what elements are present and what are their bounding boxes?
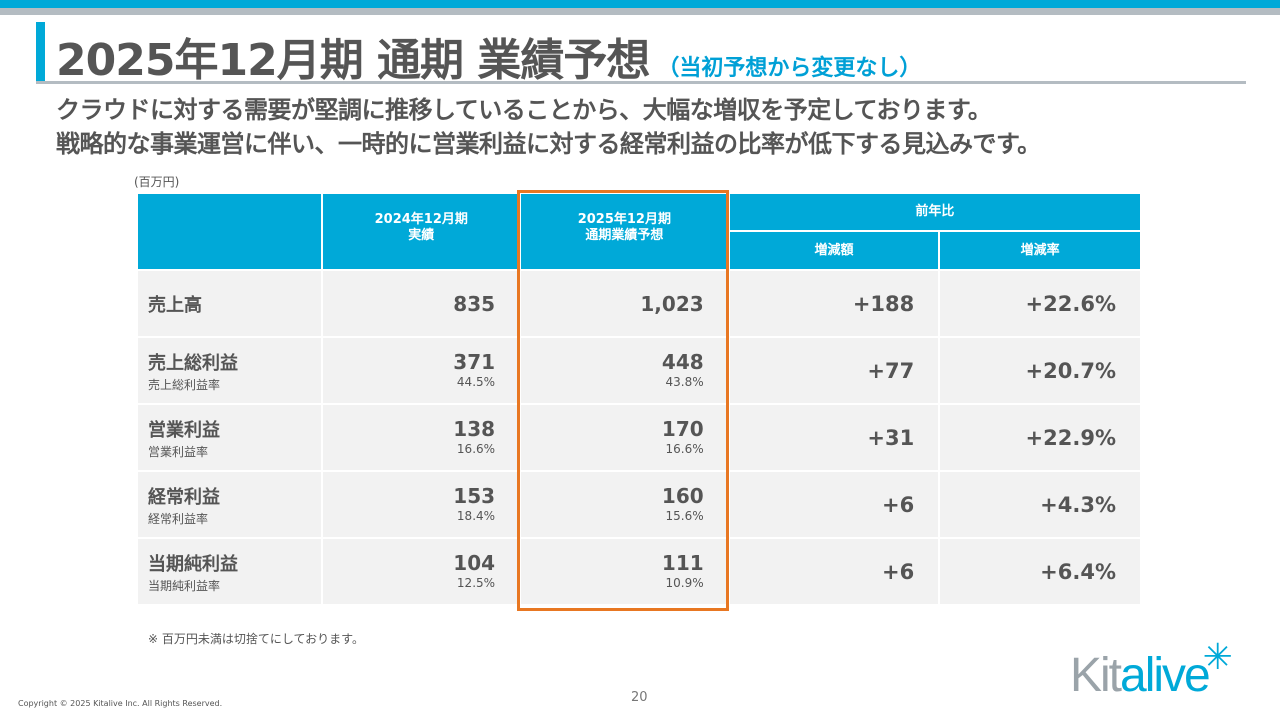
value-2024-text: 835	[453, 291, 496, 316]
margin-2024: 12.5%	[456, 576, 496, 590]
value-2025: 111 10.9%	[519, 537, 730, 606]
table-row: 売上総利益売上総利益率 371 44.5% 448 43.8% +77 +20.7%	[135, 336, 1142, 405]
value-2024: 104 12.5%	[321, 537, 522, 606]
margin-2025: 15.6%	[665, 509, 704, 523]
value-2025: 1,023	[519, 269, 730, 338]
change-amount: +6	[727, 470, 941, 539]
value-2024-text: 138	[453, 417, 496, 441]
change-amount: +188	[727, 269, 941, 338]
copyright: Copyright © 2025 Kitalive Inc. All Right…	[18, 699, 223, 708]
row-sublabel: 経常利益率	[148, 511, 209, 526]
value-2025-text: 1,023	[640, 291, 704, 316]
margin-2025: 16.6%	[665, 442, 704, 456]
value-2024: 835	[321, 269, 522, 338]
margin-2025: 10.9%	[665, 576, 704, 590]
change-rate: +4.3%	[938, 470, 1142, 539]
page-number: 20	[631, 690, 648, 705]
row-label: 売上総利益売上総利益率	[135, 336, 324, 405]
asterisk-icon: ✳	[1202, 636, 1233, 677]
lead-line-2: 戦略的な事業運営に伴い、一時的に営業利益に対する経常利益の比率が低下する見込みで…	[56, 130, 1041, 158]
change-rate: +22.6%	[938, 269, 1142, 338]
title-accent	[36, 22, 45, 82]
header-rate: 増減率	[938, 230, 1142, 271]
value-2025-text: 170	[661, 417, 704, 441]
value-2025-text: 111	[661, 551, 704, 575]
value-2024-text: 371	[453, 350, 496, 374]
margin-2024: 16.6%	[456, 442, 496, 456]
value-2025: 448 43.8%	[519, 336, 730, 405]
row-sublabel: 営業利益率	[148, 444, 209, 459]
change-rate: +6.4%	[938, 537, 1142, 606]
row-label-text: 営業利益	[148, 419, 220, 441]
header-fy2025: 2025年12月期 通期業績予想	[519, 192, 730, 271]
row-label-text: 当期純利益	[148, 553, 238, 575]
value-2025: 160 15.6%	[519, 470, 730, 539]
kitalive-logo: Kitalive ✳	[1070, 636, 1233, 702]
change-amount: +31	[727, 403, 941, 472]
header-fy2024: 2024年12月期 実績	[321, 192, 522, 271]
top-gray-bar	[0, 8, 1280, 15]
value-2025-text: 160	[661, 484, 704, 508]
table-row: 当期純利益当期純利益率 104 12.5% 111 10.9% +6 +6.4%	[135, 537, 1142, 606]
table-row: 経常利益経常利益率 153 18.4% 160 15.6% +6 +4.3%	[135, 470, 1142, 539]
margin-2024: 18.4%	[456, 509, 496, 523]
header-change: 増減額	[727, 230, 941, 271]
value-2024: 371 44.5%	[321, 336, 522, 405]
change-amount: +6	[727, 537, 941, 606]
margin-2024: 44.5%	[456, 375, 496, 389]
row-sublabel: 売上総利益率	[148, 377, 221, 392]
row-label-text: 売上総利益	[148, 352, 238, 374]
change-rate: +22.9%	[938, 403, 1142, 472]
change-amount: +77	[727, 336, 941, 405]
title-main: 2025年12月期 通期 業績予想	[56, 35, 650, 86]
footnote: ※ 百万円未満は切捨てにしております。	[148, 632, 364, 646]
row-label: 当期純利益当期純利益率	[135, 537, 324, 606]
value-2025-text: 448	[661, 350, 704, 374]
header-yoy: 前年比	[727, 192, 1143, 232]
unit-label: (百万円)	[134, 175, 180, 189]
margin-2025: 43.8%	[665, 375, 704, 389]
table-row: 営業利益 営業利益率 138 16.6% 170 16.6% +31 +22.9%	[135, 403, 1142, 472]
row-label-text: 経常利益	[148, 486, 220, 508]
row-label: 売上高	[135, 269, 324, 338]
value-2024-text: 153	[453, 484, 496, 508]
header-blank	[135, 192, 324, 271]
change-rate: +20.7%	[938, 336, 1142, 405]
forecast-table: 2024年12月期 実績 2025年12月期 通期業績予想 前年比 増減額 増減…	[135, 192, 1143, 606]
title-underline	[36, 81, 1246, 84]
table-row: 売上高 835 1,023 +188 +22.6%	[135, 269, 1142, 338]
row-label: 経常利益 経常利益率	[135, 470, 324, 539]
row-label-text: 売上高	[148, 294, 202, 316]
top-accent-bar	[0, 0, 1280, 8]
value-2024-text: 104	[453, 551, 496, 575]
lead-line-1: クラウドに対する需要が堅調に推移していることから、大幅な増収を予定しております。	[56, 96, 992, 124]
row-label: 営業利益 営業利益率	[135, 403, 324, 472]
title-sub: （当初予想から変更なし）	[657, 56, 922, 81]
row-sublabel: 当期純利益率	[148, 578, 221, 593]
value-2025: 170 16.6%	[519, 403, 730, 472]
page-title: 2025年12月期 通期 業績予想 （当初予想から変更なし）	[56, 24, 921, 88]
value-2024: 153 18.4%	[321, 470, 522, 539]
value-2024: 138 16.6%	[321, 403, 522, 472]
